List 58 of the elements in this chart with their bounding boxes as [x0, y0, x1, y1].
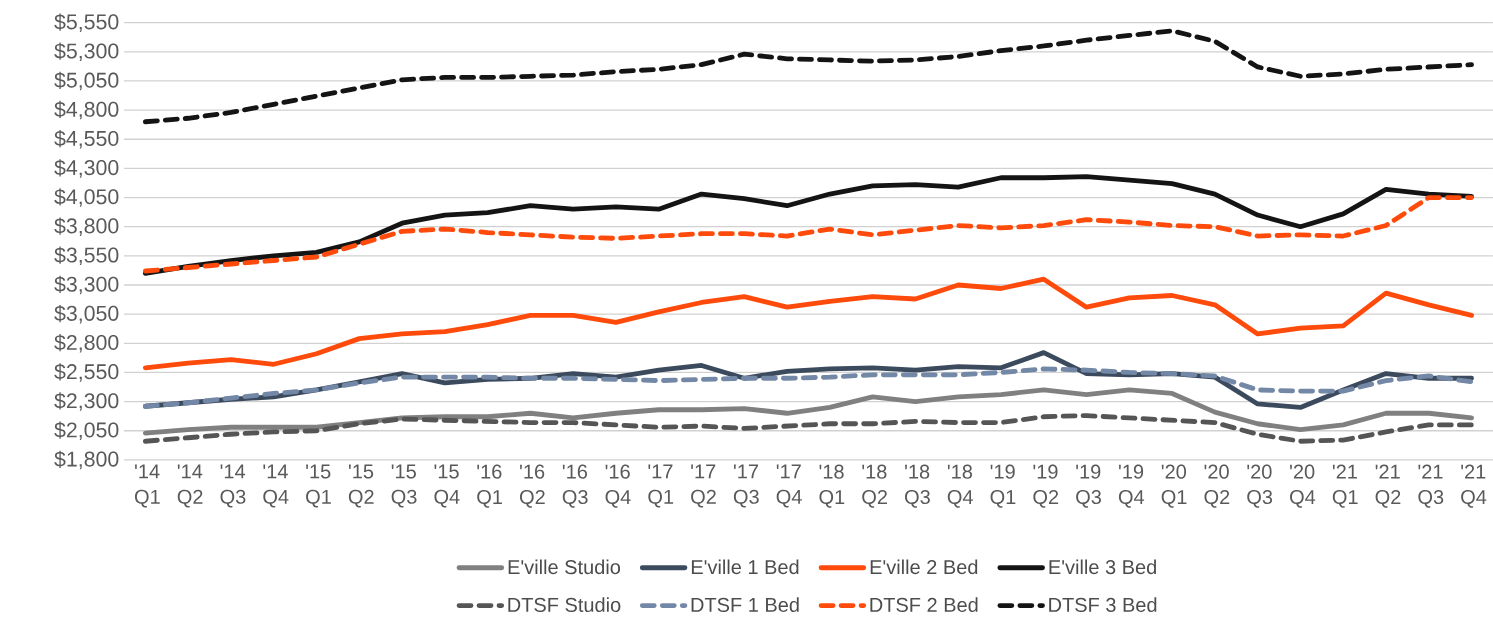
legend-label: DTSF 2 Bed [870, 597, 978, 613]
x-tick-label: '19 Q4 [1118, 464, 1145, 508]
x-tick-label: '16 Q4 [605, 464, 631, 508]
legend-label: E'ville 3 Bed [1049, 559, 1156, 575]
y-tick-label: $3,550 [54, 246, 119, 266]
x-tick-label: '14 Q3 [220, 464, 246, 508]
y-tick-label: $2,550 [54, 363, 119, 382]
legend-label: E'ville Studio [508, 559, 621, 575]
legend-label: E'ville 1 Bed [691, 559, 799, 575]
x-tick-label: '14 Q1 [134, 464, 160, 508]
x-tick-label: '17 Q1 [648, 464, 674, 508]
y-tick-label: $5,550 [54, 13, 119, 33]
y-tick-label: $4,300 [54, 159, 119, 178]
y-tick-label: $2,050 [54, 421, 119, 441]
x-tick-label: '20 Q2 [1204, 464, 1230, 508]
x-tick-label: '20 Q1 [1161, 464, 1187, 508]
x-tick-label: '18 Q1 [819, 464, 845, 508]
x-tick-label: '18 Q4 [947, 464, 973, 508]
x-tick-label: '14 Q2 [177, 464, 203, 508]
x-tick-label: '19 Q1 [990, 464, 1016, 508]
y-tick-label: $1,800 [54, 450, 119, 470]
y-tick-label: $3,800 [54, 217, 119, 237]
x-tick-label: '17 Q3 [733, 464, 759, 508]
y-tick-label: $4,800 [54, 101, 119, 120]
y-tick-label: $2,800 [54, 334, 119, 353]
x-tick-label: '21 Q1 [1332, 464, 1358, 508]
x-tick-label: '16 Q1 [477, 464, 502, 508]
x-tick-label: '20 Q3 [1247, 464, 1273, 508]
x-tick-label: '18 Q3 [905, 464, 930, 508]
x-tick-label: '15 Q4 [434, 464, 460, 508]
x-tick-label: '21 Q3 [1418, 464, 1444, 508]
legend-label: E'ville 2 Bed [870, 559, 978, 575]
x-tick-label: '19 Q3 [1076, 464, 1101, 508]
x-tick-label: '17 Q4 [776, 464, 802, 508]
x-tick-label: '21 Q2 [1375, 464, 1401, 508]
line-series [142, 174, 1474, 276]
x-tick-label: '20 Q4 [1290, 464, 1316, 508]
x-tick-label: '17 Q2 [691, 464, 716, 508]
x-tick-label: '19 Q2 [1033, 464, 1059, 508]
legend-label: DTSF 1 Bed [691, 597, 799, 613]
y-tick-label: $2,300 [54, 392, 119, 412]
x-tick-label: '15 Q2 [348, 464, 374, 508]
y-tick-label: $3,300 [54, 275, 119, 295]
legend-label: DTSF Studio [508, 597, 621, 613]
x-tick-label: '16 Q2 [520, 464, 545, 508]
line-series [142, 277, 1474, 371]
y-tick-label: $5,050 [54, 71, 119, 91]
y-tick-label: $4,550 [54, 130, 119, 149]
x-tick-label: '21 Q4 [1461, 464, 1487, 508]
x-tick-label: '15 Q3 [391, 464, 417, 508]
y-tick-label: $3,050 [54, 305, 119, 324]
y-tick-label: $4,050 [54, 188, 119, 208]
x-tick-label: '15 Q1 [306, 464, 331, 508]
y-tick-label: $5,300 [54, 42, 119, 62]
legend-label: DTSF 3 Bed [1049, 597, 1157, 613]
x-tick-label: '18 Q2 [862, 464, 887, 508]
x-tick-label: '16 Q3 [562, 464, 588, 508]
x-tick-label: '14 Q4 [263, 464, 289, 508]
